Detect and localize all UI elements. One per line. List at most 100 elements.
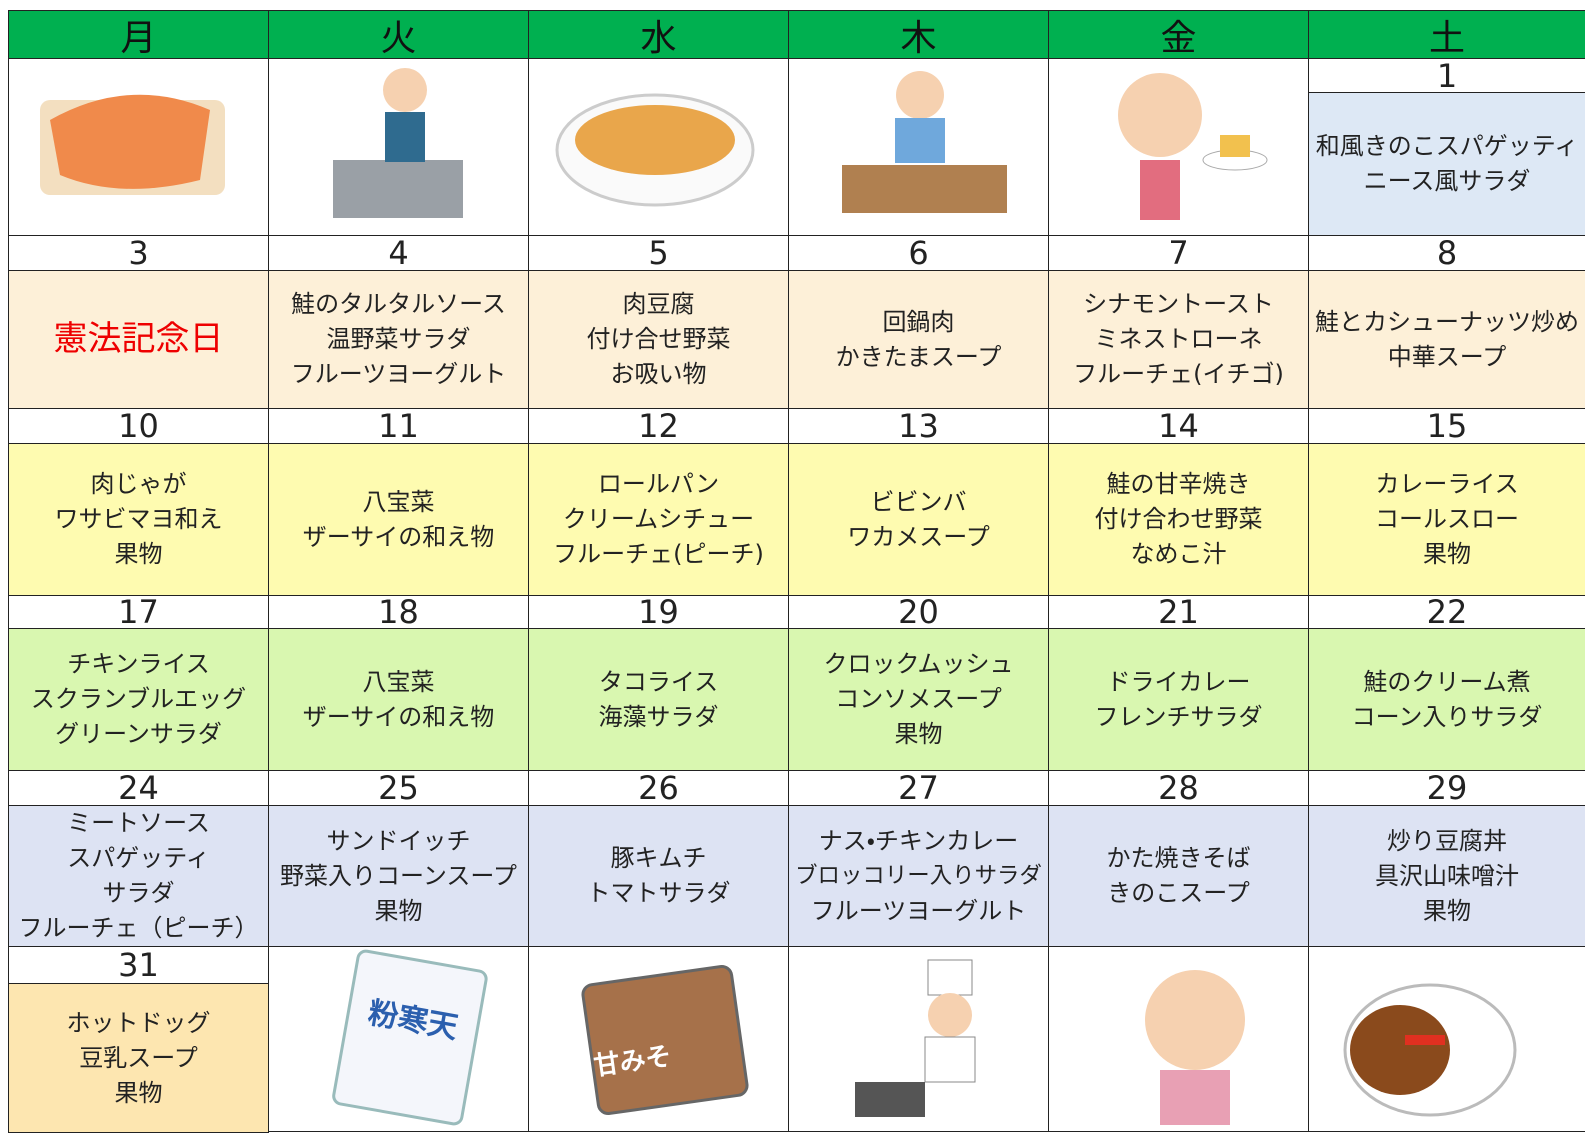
menu-cell: 鮭とカシューナッツ炒め 中華スープ — [1308, 270, 1585, 409]
date-cell: 22 — [1308, 595, 1585, 629]
menu-cell: ナス・チキンカレー ブロッコリー入りサラダ フルーツヨーグルト — [788, 805, 1049, 947]
menu-item: ニース風サラダ — [1363, 167, 1531, 195]
gyoza-illustration — [555, 93, 755, 207]
date-cell: 24 — [8, 770, 269, 806]
menu-cell: ロールパンクリームシチュー フルーチェ(ピーチ) — [528, 443, 789, 596]
menu-item: サンドイッチ — [326, 826, 471, 855]
menu-cell: 鮭のクリーム煮 コーン入りサラダ — [1308, 628, 1585, 771]
menu-item: フルーツヨーグルト — [810, 896, 1027, 925]
menu-item: ブロッコリー入りサラダ — [795, 862, 1042, 889]
menu-cell: かた焼きそば きのこスープ — [1048, 805, 1309, 947]
menu-item: 和風きのこスパゲッティ — [1315, 132, 1579, 160]
menu-item: 鮭のクリーム煮 — [1363, 667, 1531, 696]
menu-item: 中華スープ — [1387, 342, 1507, 371]
miso-illustration: 甘みそ — [581, 964, 749, 1116]
weekday-header: 月 — [8, 10, 269, 59]
menu-item: 果物 — [894, 720, 943, 748]
menu-cell: 憲法記念日 — [8, 270, 269, 409]
meal-illustration — [842, 71, 1007, 213]
menu-item: 八宝菜 — [362, 487, 435, 516]
menu-item: フルーチェ（ピーチ） — [18, 914, 259, 942]
menu-item: シナモントースト — [1083, 290, 1274, 318]
date-cell: 21 — [1048, 595, 1309, 629]
menu-item: ミネストローネ — [1094, 325, 1263, 353]
menu-item: 具沢山味噌汁 — [1375, 861, 1519, 890]
menu-cell: チキンライス スクランブルエッグ グリーンサラダ — [8, 628, 269, 771]
menu-cell: クロックムッシュ コンソメスープ 果物 — [788, 628, 1049, 771]
menu-cell: ホットドッグ 豆乳スープ 果物 — [8, 983, 269, 1133]
kanten-illustration: 粉寒天 — [332, 949, 488, 1126]
menu-item: ザーサイの和え物 — [302, 522, 495, 551]
menu-item: ワサビマヨ和え — [54, 505, 223, 533]
menu-item: フルーツヨーグルト — [290, 360, 507, 388]
menu-item: ロールパン — [597, 470, 720, 498]
date-cell: 7 — [1048, 235, 1309, 271]
date-cell: 8 — [1308, 235, 1585, 271]
date-cell: 14 — [1048, 408, 1309, 444]
date-cell: 10 — [8, 408, 269, 444]
menu-item: かきたまスープ — [835, 342, 1002, 371]
menu-item: ワカメスープ — [847, 522, 990, 551]
menu-cell: 炒り豆腐丼 具沢山味噌汁 果物 — [1308, 805, 1585, 947]
menu-item: クロックムッシュ — [823, 650, 1014, 678]
menu-item: 果物 — [114, 1078, 163, 1107]
menu-item: 果物 — [114, 540, 163, 568]
menu-item: トマトサラダ — [586, 879, 731, 907]
menu-cell: 回鍋肉かきたまスープ — [788, 270, 1049, 409]
date-cell: 20 — [788, 595, 1049, 629]
chef-illustration — [855, 959, 976, 1117]
curry-illustration — [1343, 983, 1517, 1117]
weekday-header: 金 — [1048, 10, 1309, 59]
pudding-illustration — [1118, 73, 1268, 220]
menu-item: チキンライス — [67, 650, 210, 678]
dishwashing-illustration — [333, 68, 463, 218]
menu-cell: ドライカレー フレンチサラダ — [1048, 628, 1309, 771]
menu-cell: 豚キムチトマトサラダ — [528, 805, 789, 947]
menu-cell: カレーライス コールスロー 果物 — [1308, 443, 1585, 596]
menu-item: スパゲッティ — [67, 844, 210, 872]
menu-item: ビビンバ — [870, 487, 967, 516]
menu-item: ザーサイの和え物 — [302, 702, 495, 731]
menu-cell: タコライス 海藻サラダ — [528, 628, 789, 771]
menu-cell: シナモントースト ミネストローネ フルーチェ(イチゴ) — [1048, 270, 1309, 409]
menu-item: 回鍋肉 — [882, 307, 955, 336]
menu-item: 鮭のタルタルソース — [291, 290, 506, 318]
menu-item: コールスロー — [1375, 505, 1519, 533]
menu-item: フルーチェ(ピーチ) — [553, 540, 764, 568]
menu-item: フレンチサラダ — [1094, 702, 1263, 731]
menu-item: コンソメスープ — [835, 685, 1002, 713]
menu-item: 温野菜サラダ — [326, 325, 471, 353]
holiday-name: 憲法記念日 — [53, 319, 224, 359]
menu-item: サラダ — [102, 879, 175, 907]
menu-item: フルーチェ(イチゴ) — [1073, 360, 1284, 388]
menu-item: スクランブルエッグ — [30, 685, 247, 713]
date-cell: 11 — [268, 408, 529, 444]
menu-item: クリームシチュー — [562, 505, 755, 533]
date-cell: 18 — [268, 595, 529, 629]
menu-item: 炒り豆腐丼 — [1387, 826, 1507, 855]
menu-cell: 和風きのこスパゲッティ ニース風サラダ — [1308, 92, 1585, 236]
menu-cell: 肉豆腐付け合せ野菜 お吸い物 — [528, 270, 789, 409]
menu-item: 八宝菜 — [362, 667, 435, 696]
menu-item: 肉豆腐 — [622, 290, 695, 318]
menu-item: お吸い物 — [610, 360, 707, 388]
menu-item: コーン入りサラダ — [1351, 702, 1543, 731]
menu-cell: 鮭の甘辛焼き 付け合わせ野菜 なめこ汁 — [1048, 443, 1309, 596]
menu-item: ナス・チキンカレー — [818, 826, 1019, 855]
menu-cell: ミートソース スパゲッティ サラダフルーチェ（ピーチ） — [8, 805, 269, 947]
menu-cell: 鮭のタルタルソース 温野菜サラダフルーツヨーグルト — [268, 270, 529, 409]
menu-item: 付け合せ野菜 — [586, 325, 731, 353]
salmon-illustration — [40, 94, 225, 195]
weekday-header: 土 — [1308, 10, 1585, 59]
menu-item: きのこスープ — [1107, 879, 1250, 907]
menu-cell: ビビンバワカメスープ — [788, 443, 1049, 596]
menu-item: 豆乳スープ — [79, 1043, 198, 1072]
menu-item: ミートソース — [67, 809, 210, 837]
menu-item: 果物 — [1423, 540, 1471, 568]
delicious-illustration — [1145, 970, 1245, 1125]
menu-item: 鮭とカシューナッツ炒め — [1315, 307, 1579, 336]
date-cell: 29 — [1308, 770, 1585, 806]
menu-item: 豚キムチ — [610, 844, 707, 872]
